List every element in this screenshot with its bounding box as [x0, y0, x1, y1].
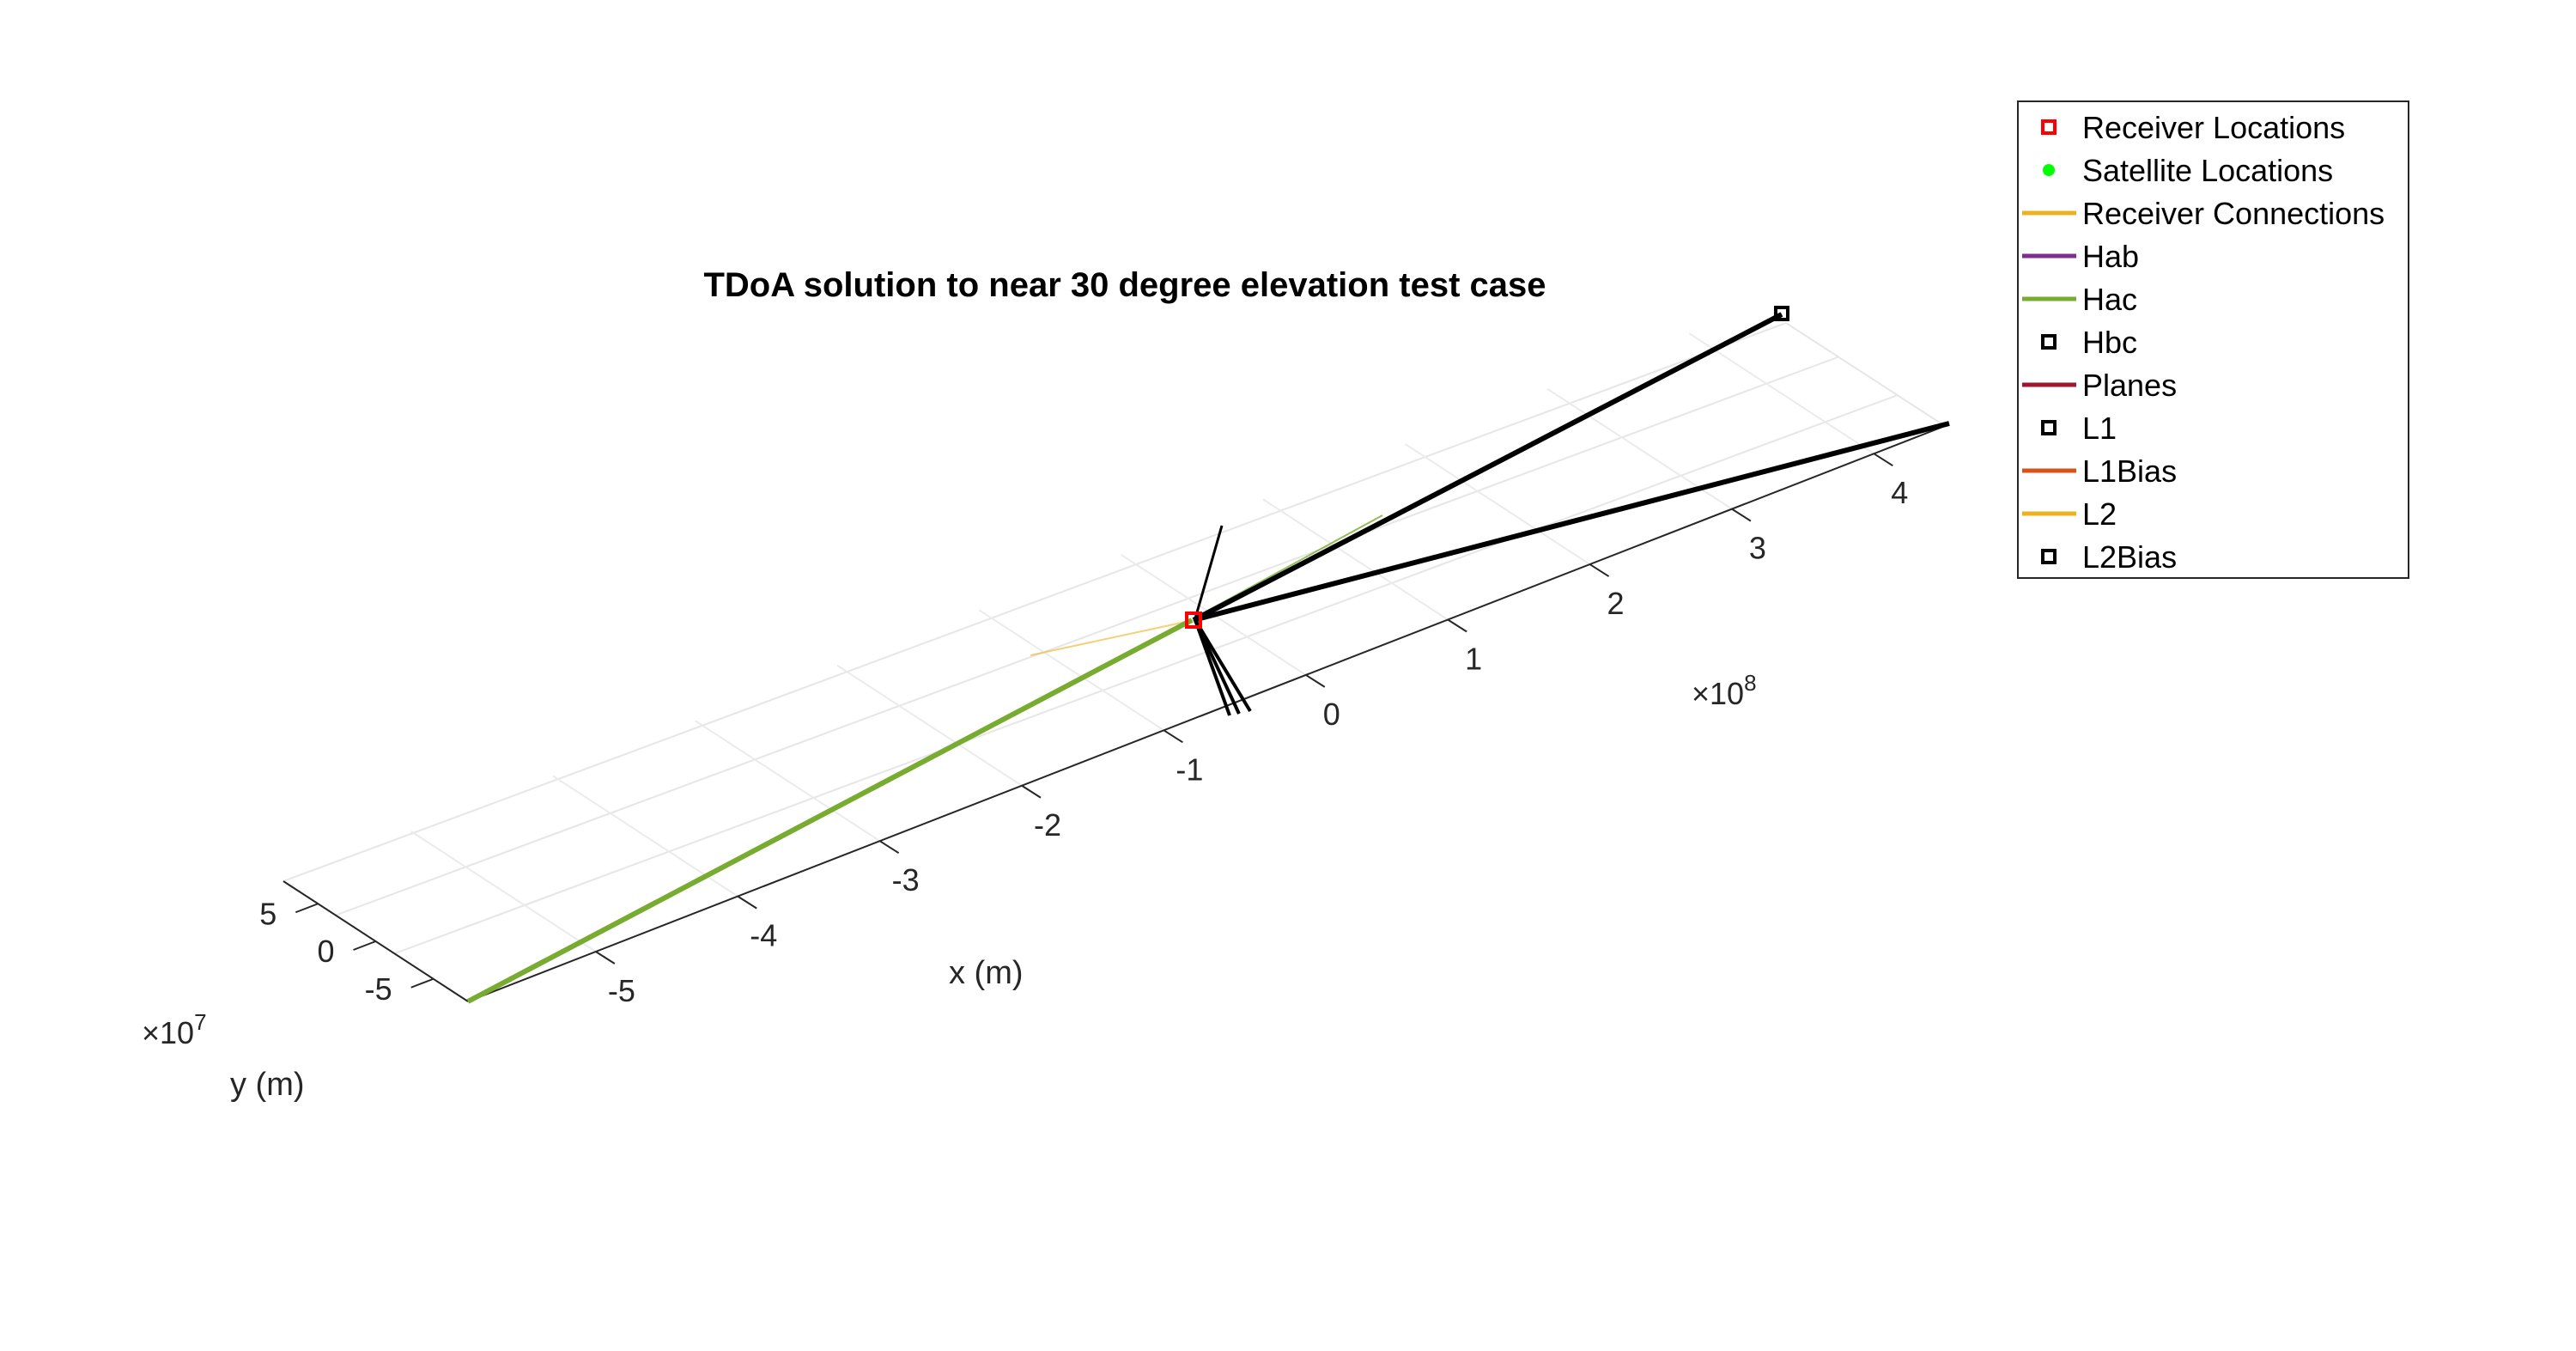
x-tick-mark — [1731, 508, 1752, 522]
x-tick-mark — [1447, 618, 1467, 633]
x-grid-line — [410, 831, 597, 952]
legend-square-swatch — [2041, 420, 2057, 435]
grid-back-top — [283, 322, 1787, 882]
x-tick-label: 4 — [1891, 475, 1908, 510]
legend-dot-swatch — [2043, 164, 2055, 176]
legend-entry: Receiver Connections — [2022, 196, 2385, 231]
x-tick-mark — [1163, 729, 1183, 744]
x-tick-mark — [1873, 453, 1893, 467]
l2bias-line — [1193, 421, 1950, 623]
legend-label: Hbc — [2082, 325, 2137, 360]
receiver-marker — [1185, 612, 1202, 629]
legend-entry: Hac — [2022, 282, 2137, 317]
x-tick-label: 0 — [1323, 697, 1340, 732]
hac-line — [466, 618, 1194, 1004]
legend-entry: Receiver Locations — [2041, 110, 2345, 145]
legend-label: Hac — [2082, 282, 2137, 317]
legend-square-swatch — [2041, 119, 2057, 135]
y-exponent-base-text: ×10 — [142, 1015, 194, 1050]
x-tick-label: -1 — [1176, 752, 1203, 787]
legend-entry: Hab — [2022, 239, 2139, 274]
y-exponent-base: ×107 — [142, 1009, 207, 1050]
x-grid-line — [1262, 498, 1449, 621]
grid-mid-2 — [394, 394, 1899, 954]
y-tick-mark — [410, 977, 434, 989]
legend-entry: Planes — [2022, 368, 2177, 403]
legend-box — [2017, 100, 2409, 579]
legend-entry: L2 — [2022, 496, 2117, 532]
legend-label: L2 — [2082, 496, 2117, 532]
x-tick-label: -3 — [892, 862, 920, 898]
y-tick-label: 0 — [317, 934, 334, 969]
legend-label: Planes — [2082, 368, 2177, 403]
y-ticks: 5 0 -5 — [259, 896, 434, 1007]
data-marks — [466, 306, 1950, 1004]
x-grid-line — [695, 720, 881, 843]
x-tick-mark — [1589, 563, 1610, 577]
legend-entry: Satellite Locations — [2043, 153, 2333, 188]
x-exponent-base-text: ×10 — [1692, 676, 1744, 711]
x-tick-label: 2 — [1607, 586, 1625, 621]
grid-mid-1 — [334, 356, 1838, 916]
y-tick-mark — [295, 903, 319, 914]
x-axis-label: x (m) — [949, 955, 1024, 991]
x-tick-mark — [595, 951, 616, 965]
x-tick-label: 3 — [1749, 531, 1766, 566]
grid-back-right — [1785, 322, 1946, 427]
legend-label: Receiver Connections — [2082, 196, 2385, 231]
x-tick-mark — [737, 895, 757, 910]
x-tick-mark — [1021, 784, 1042, 799]
x-grid — [410, 332, 1874, 952]
x-grid-line — [1688, 332, 1874, 455]
legend-label: L1 — [2082, 411, 2117, 446]
x-tick-mark — [1305, 674, 1326, 688]
x-ticks: -5 -4 -3 -2 -1 0 1 2 3 4 — [595, 453, 1908, 1008]
grid-lines — [283, 322, 1946, 1002]
legend-entry: L1Bias — [2022, 453, 2177, 489]
x-tick-label: -4 — [750, 918, 777, 953]
legend: Receiver Locations Satellite Locations Rec… — [2022, 110, 2385, 575]
legend-square-swatch — [2041, 549, 2057, 564]
x-grid-line — [978, 609, 1164, 732]
legend-square-swatch — [2041, 334, 2057, 350]
legend-label: Hab — [2082, 239, 2139, 274]
x-tick-label: -2 — [1034, 807, 1061, 843]
y-tick-mark — [353, 940, 376, 951]
x-grid-line — [1404, 443, 1591, 565]
legend-label: L1Bias — [2082, 453, 2177, 489]
receiver-connection-line — [1030, 619, 1194, 656]
chart-title: TDoA solution to near 30 degree elevatio… — [703, 266, 1546, 304]
x-exponent-value: 8 — [1744, 670, 1756, 696]
y-axis-label: y (m) — [230, 1067, 305, 1103]
x-exponent-base: ×108 — [1692, 670, 1757, 711]
plane-line-down-2 — [1194, 619, 1241, 715]
legend-entry: L1 — [2041, 411, 2117, 446]
plane-line-down-3 — [1194, 618, 1252, 713]
y-exponent-value: 7 — [194, 1009, 206, 1035]
y-tick-label: 5 — [259, 896, 276, 931]
x-tick-label: 1 — [1465, 641, 1482, 676]
l1-line — [1192, 312, 1783, 623]
x-tick-label: -5 — [608, 973, 635, 1008]
hbc-marker — [1774, 306, 1789, 321]
legend-label: Receiver Locations — [2082, 110, 2345, 145]
x-grid-line — [836, 664, 1023, 787]
legend-label: Satellite Locations — [2082, 153, 2333, 188]
legend-label: L2Bias — [2082, 539, 2177, 575]
y-tick-label: -5 — [365, 971, 392, 1007]
x-axis-line — [467, 425, 1946, 1002]
x-tick-mark — [879, 840, 900, 855]
plane-line-up — [1194, 525, 1224, 619]
legend-entry: Hbc — [2041, 325, 2137, 360]
legend-entry: L2Bias — [2041, 539, 2177, 575]
